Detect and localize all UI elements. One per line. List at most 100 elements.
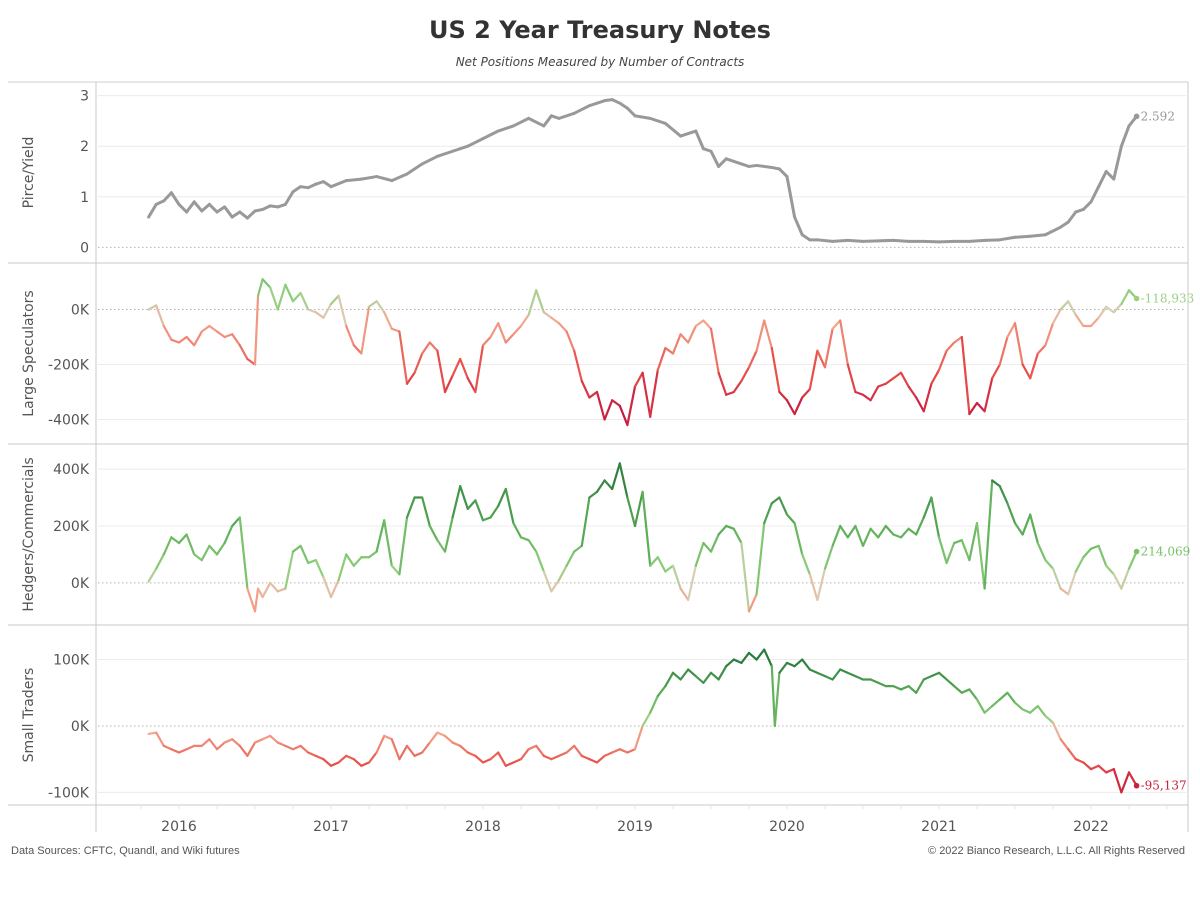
line-segment <box>709 671 720 681</box>
data-sources-note: Data Sources: CFTC, Quandl, and Wiki fut… <box>11 845 240 857</box>
line-segment <box>162 744 173 751</box>
line-segment <box>459 744 469 754</box>
line-segment <box>261 734 272 741</box>
line-segment <box>649 694 659 714</box>
line-segment <box>519 748 530 761</box>
line-segment <box>1021 363 1032 380</box>
line-segment <box>968 688 979 701</box>
line-segment <box>588 390 599 399</box>
y-tick-label: 3 <box>80 89 89 105</box>
chart-title: US 2 Year Treasury Notes <box>429 16 771 44</box>
copyright-note: © 2022 Bianco Research, L.L.C. All Right… <box>928 845 1185 857</box>
line-segment <box>162 536 173 556</box>
line-segment <box>375 300 386 314</box>
line-segment <box>208 324 219 333</box>
line-segment <box>983 704 994 714</box>
line-segment <box>656 556 667 573</box>
line-segment <box>329 761 340 767</box>
line-segment <box>892 685 903 691</box>
line-segment <box>283 190 295 206</box>
line-segment <box>671 564 682 590</box>
line-segment <box>474 499 485 522</box>
line-segment <box>679 129 698 138</box>
end-point-marker <box>1133 548 1140 555</box>
line-segment <box>983 479 994 590</box>
line-segment <box>375 175 394 183</box>
line-segment <box>573 744 583 757</box>
line-segment <box>352 758 363 767</box>
line-segment <box>656 346 667 372</box>
line-segment <box>253 587 260 613</box>
y-tick-label: 0K <box>71 303 90 319</box>
line-segment <box>1067 570 1077 596</box>
line-segment <box>459 357 469 380</box>
line-segment <box>709 149 721 168</box>
line-segment <box>512 758 523 764</box>
line-segment <box>436 539 447 553</box>
line-segment <box>246 741 257 757</box>
line-segment <box>489 751 500 761</box>
line-segment <box>223 205 234 219</box>
line-segment <box>793 396 804 416</box>
line-segment <box>937 239 956 244</box>
line-segment <box>307 559 317 565</box>
line-segment <box>299 291 310 311</box>
line-segment <box>390 327 401 333</box>
line-segment <box>709 533 720 553</box>
line-segment <box>1127 550 1138 570</box>
line-segment <box>557 564 568 582</box>
line-segment <box>246 587 257 613</box>
line-segment <box>1013 701 1024 711</box>
line-segment <box>649 556 659 567</box>
line-segment <box>489 322 500 339</box>
line-segment <box>998 691 1009 701</box>
line-segment <box>899 371 910 388</box>
line-segment <box>687 564 697 602</box>
line-segment <box>846 524 857 539</box>
line-segment <box>459 485 469 510</box>
line-segment <box>808 349 819 391</box>
line-segment <box>960 539 971 562</box>
line-segment <box>763 319 773 350</box>
line-segment <box>991 479 1001 488</box>
x-tick-label: 2018 <box>465 819 501 835</box>
line-segment <box>170 338 181 344</box>
line-segment <box>193 553 203 562</box>
line-segment <box>785 513 796 525</box>
line-segment <box>633 114 652 120</box>
line-segment <box>314 559 325 579</box>
end-value-label: -95,137 <box>1141 779 1187 793</box>
y-tick-label: 100K <box>53 653 90 669</box>
x-tick-label: 2017 <box>313 819 349 835</box>
line-segment <box>322 302 333 319</box>
line-segment <box>1089 316 1100 328</box>
line-segment <box>269 734 279 744</box>
y-axis-title: Large Speculators <box>21 290 37 416</box>
line-segment <box>945 541 956 565</box>
line-segment <box>770 346 781 394</box>
line-segment <box>1059 587 1070 596</box>
line-segment <box>481 758 492 764</box>
line-segment <box>869 527 880 539</box>
line-segment <box>413 352 424 374</box>
line-segment <box>1081 200 1093 211</box>
line-segment <box>542 754 553 761</box>
line-segment <box>816 349 827 369</box>
line-segment <box>687 668 697 678</box>
panel-small-traders: Small Traders 0K 100K -100K -95,137 <box>21 648 1187 801</box>
end-point-marker <box>1133 113 1140 120</box>
line-segment <box>253 294 260 366</box>
line-segment <box>329 578 340 599</box>
y-tick-label: -200K <box>48 358 90 374</box>
line-segment <box>256 587 264 599</box>
line-segment <box>390 738 401 761</box>
line-segment <box>1006 502 1017 525</box>
line-segment <box>421 341 431 355</box>
line-segment <box>618 404 629 427</box>
line-segment <box>527 116 546 128</box>
line-segment <box>481 516 492 522</box>
line-segment <box>823 675 834 681</box>
line-segment <box>777 167 789 179</box>
line-segment <box>1051 567 1062 590</box>
line-segment <box>603 399 614 421</box>
